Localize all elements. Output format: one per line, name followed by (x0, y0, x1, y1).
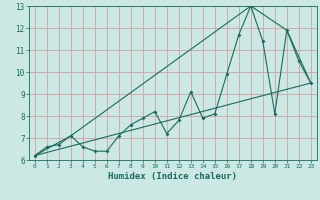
X-axis label: Humidex (Indice chaleur): Humidex (Indice chaleur) (108, 172, 237, 181)
